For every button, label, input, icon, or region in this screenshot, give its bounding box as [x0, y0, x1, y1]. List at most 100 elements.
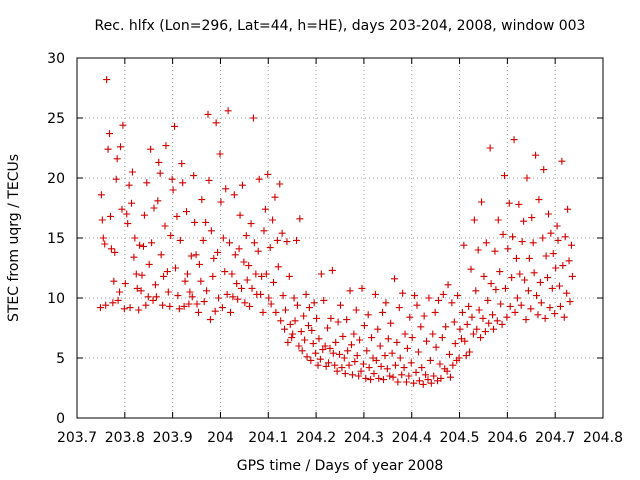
data-point [137, 287, 145, 295]
data-point [197, 277, 205, 285]
data-point [257, 290, 265, 298]
data-point [166, 302, 174, 310]
data-point [149, 296, 157, 304]
data-point [446, 350, 453, 358]
data-point [279, 292, 287, 300]
data-point [436, 360, 444, 368]
data-point [379, 308, 387, 316]
data-point [470, 216, 478, 224]
data-point [568, 272, 576, 280]
data-point [363, 347, 371, 355]
data-point [329, 349, 337, 357]
data-point [515, 200, 523, 208]
data-point [326, 344, 334, 352]
data-point [371, 290, 379, 298]
data-point [435, 296, 443, 304]
data-point [414, 348, 422, 356]
data-point [271, 193, 279, 201]
data-point [505, 199, 513, 207]
data-point [123, 210, 131, 218]
data-point [117, 143, 125, 151]
data-point [408, 334, 416, 342]
data-point [564, 205, 572, 213]
data-point [258, 272, 266, 280]
data-point [204, 110, 212, 118]
data-point [339, 332, 347, 340]
data-point [302, 290, 310, 298]
data-point [171, 122, 179, 130]
data-point [461, 337, 469, 345]
x-tick-label: 204.2 [296, 430, 336, 446]
data-point [243, 276, 251, 284]
data-point [450, 318, 458, 326]
data-point [217, 198, 225, 206]
data-point [304, 322, 312, 330]
data-point [265, 294, 273, 302]
data-point [498, 320, 506, 328]
data-point [438, 334, 446, 342]
data-point [422, 371, 430, 379]
data-point [292, 236, 300, 244]
data-point [555, 282, 563, 290]
data-point [125, 181, 133, 189]
data-point [164, 288, 172, 296]
data-point [497, 300, 505, 308]
y-tick-label: 15 [47, 231, 65, 247]
data-point [389, 373, 397, 381]
data-point [418, 364, 426, 372]
data-point [413, 301, 421, 309]
data-point [504, 245, 512, 253]
data-point [427, 379, 435, 387]
data-point [412, 368, 420, 376]
data-point [270, 278, 278, 286]
data-point [565, 257, 573, 265]
data-point [116, 288, 124, 296]
data-point [161, 222, 169, 230]
data-point [309, 340, 317, 348]
data-point [410, 379, 418, 387]
data-point [173, 212, 181, 220]
data-point [327, 314, 335, 322]
data-point [175, 305, 183, 313]
data-point [155, 158, 163, 166]
data-point [200, 298, 208, 306]
x-tick-label: 203.9 [153, 430, 193, 446]
data-point [185, 300, 193, 308]
y-axis-label: STEC from uqrg / TECUs [6, 154, 22, 322]
data-point [190, 172, 198, 180]
data-point [198, 196, 206, 204]
data-point [121, 280, 129, 288]
data-point [484, 296, 492, 304]
data-point [315, 335, 323, 343]
data-point [360, 322, 368, 330]
data-point [368, 334, 376, 342]
data-point [221, 268, 229, 276]
data-point [372, 356, 380, 364]
data-point [148, 239, 156, 247]
data-point [135, 306, 143, 314]
data-point [455, 354, 463, 362]
data-point [463, 320, 471, 328]
data-point [150, 204, 158, 212]
data-point [203, 287, 211, 295]
data-point [143, 179, 151, 187]
data-point [106, 130, 114, 138]
data-point [328, 266, 336, 274]
data-point [508, 274, 516, 282]
data-point [226, 239, 234, 247]
data-point [230, 191, 238, 199]
data-point [138, 271, 146, 279]
data-point [546, 304, 554, 312]
data-point [380, 376, 388, 384]
data-point [219, 234, 227, 242]
data-point [517, 301, 525, 309]
data-point [567, 241, 575, 249]
data-point [467, 265, 475, 273]
data-point [503, 313, 511, 321]
y-tick-label: 5 [56, 351, 65, 367]
data-point [254, 247, 262, 255]
data-point [259, 308, 267, 316]
data-point [407, 359, 415, 367]
data-point [396, 354, 404, 362]
data-point [264, 170, 272, 178]
